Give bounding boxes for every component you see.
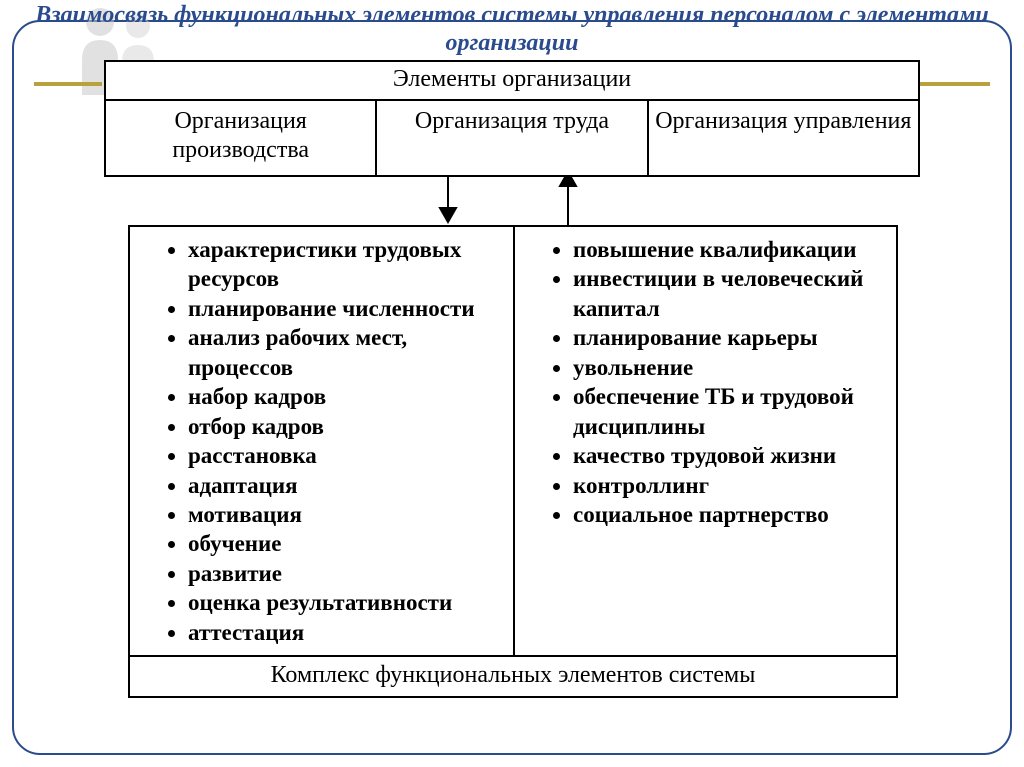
list-item: аттестация bbox=[188, 618, 495, 647]
list-item: увольнение bbox=[573, 353, 878, 382]
list-item: качество трудовой жизни bbox=[573, 441, 878, 470]
list-item: обеспечение ТБ и трудовой дисциплины bbox=[573, 382, 878, 441]
list-item: отбор кадров bbox=[188, 412, 495, 441]
list-item: инвестиции в человеческий капитал bbox=[573, 264, 878, 323]
list-item: мотивация bbox=[188, 500, 495, 529]
list-item: оценка результативности bbox=[188, 588, 495, 617]
main-box: характеристики трудовых ресурсов планиро… bbox=[128, 225, 898, 698]
list-item: характеристики трудовых ресурсов bbox=[188, 235, 495, 294]
list-item: развитие bbox=[188, 559, 495, 588]
divider-left bbox=[34, 82, 102, 86]
list-item: контроллинг bbox=[573, 471, 878, 500]
top-table-header: Элементы организации bbox=[106, 62, 918, 101]
list-item: социальное партнерство bbox=[573, 500, 878, 529]
top-cell-management: Организация управления bbox=[647, 101, 918, 175]
top-cell-production: Организация производства bbox=[106, 101, 375, 175]
list-item: расстановка bbox=[188, 441, 495, 470]
list-item: адаптация bbox=[188, 471, 495, 500]
left-column: характеристики трудовых ресурсов планиро… bbox=[130, 227, 513, 655]
list-item: набор кадров bbox=[188, 382, 495, 411]
list-item: обучение bbox=[188, 529, 495, 558]
left-list: характеристики трудовых ресурсов планиро… bbox=[148, 235, 495, 647]
list-item: планирование карьеры bbox=[573, 323, 878, 352]
top-cell-labor: Организация труда bbox=[375, 101, 646, 175]
main-footer: Комплекс функциональных элементов систем… bbox=[130, 655, 896, 696]
right-column: повышение квалификации инвестиции в чело… bbox=[513, 227, 896, 655]
connector-arrows bbox=[400, 170, 620, 225]
page-title: Взаимосвязь функциональных элементов сис… bbox=[0, 2, 1024, 57]
list-item: анализ рабочих мест, процессов bbox=[188, 323, 495, 382]
list-item: повышение квалификации bbox=[573, 235, 878, 264]
list-item: планирование численности bbox=[188, 294, 495, 323]
top-table-row: Организация производства Организация тру… bbox=[106, 101, 918, 175]
top-table: Элементы организации Организация произво… bbox=[104, 60, 920, 177]
right-list: повышение квалификации инвестиции в чело… bbox=[533, 235, 878, 529]
